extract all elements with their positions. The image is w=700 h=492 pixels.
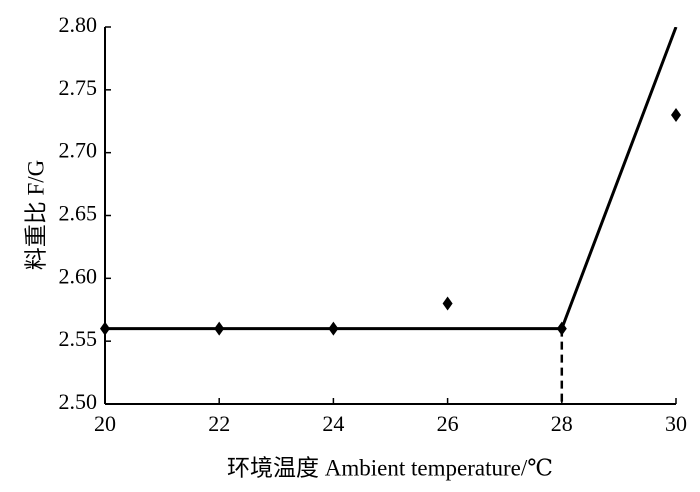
y-tick-label: 2.70 [59, 138, 98, 163]
y-tick-label: 2.65 [59, 201, 98, 226]
y-tick-label: 2.75 [59, 75, 98, 100]
x-tick-label: 30 [665, 411, 687, 436]
y-tick-label: 2.60 [59, 263, 98, 288]
x-axis-label: 环境温度 Ambient temperature/℃ [227, 455, 553, 480]
point [442, 296, 453, 311]
point [100, 321, 110, 336]
point [671, 107, 681, 122]
x-tick-label: 20 [94, 411, 116, 436]
point [328, 321, 339, 336]
x-tick-label: 26 [437, 411, 459, 436]
x-tick-label: 22 [208, 411, 230, 436]
x-tick-label: 24 [322, 411, 344, 436]
point [556, 321, 567, 336]
y-tick-label: 2.50 [59, 389, 98, 414]
y-tick-label: 2.55 [59, 326, 98, 351]
y-tick-label: 2.80 [59, 12, 98, 37]
y-axis-label: 料重比 F/G [23, 160, 48, 271]
point [214, 321, 225, 336]
fit-line [105, 27, 678, 331]
x-tick-label: 28 [551, 411, 573, 436]
